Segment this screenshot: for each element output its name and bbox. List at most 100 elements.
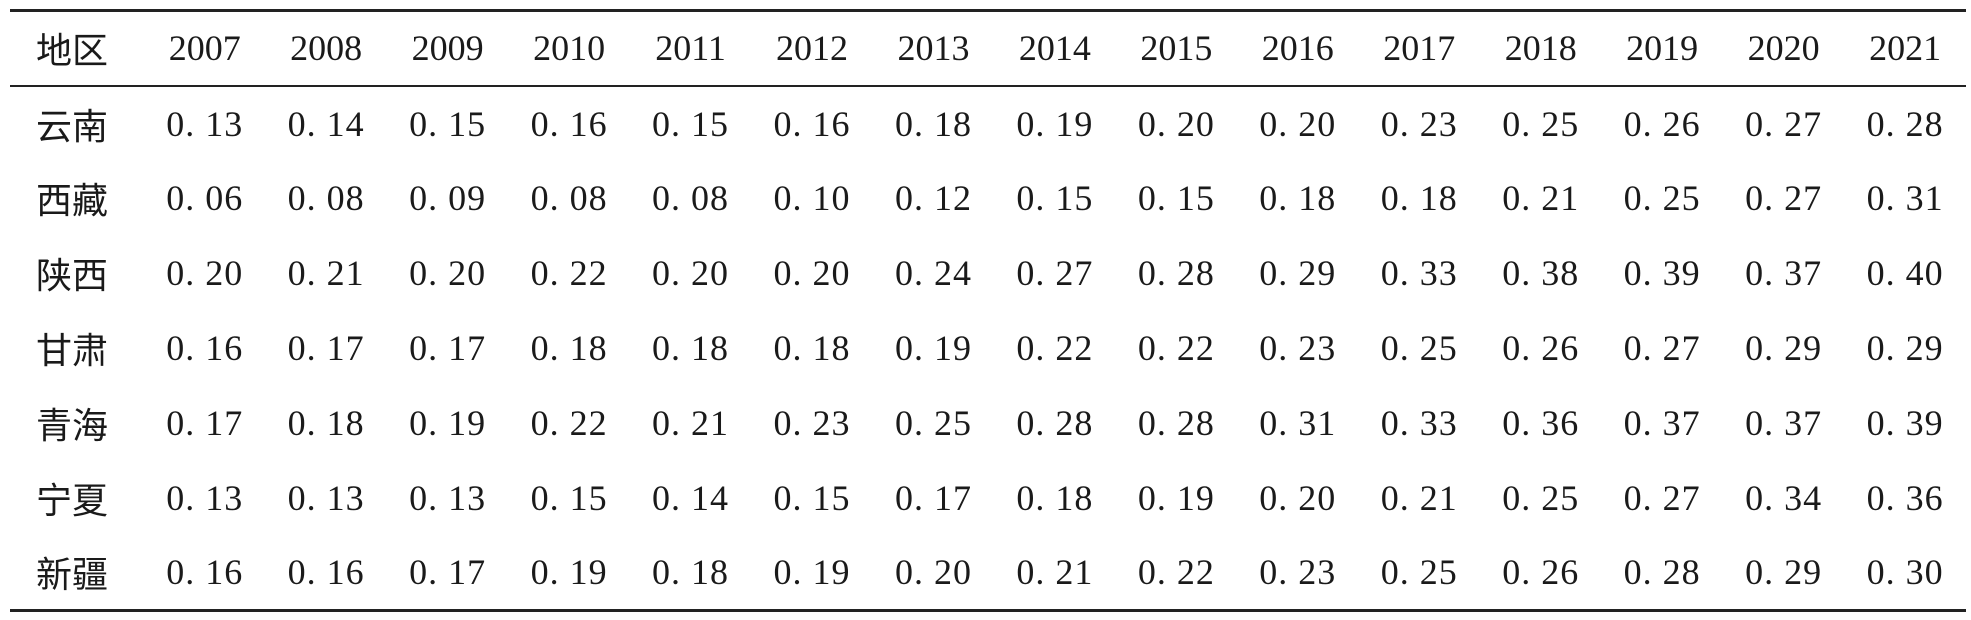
value-cell: 0. 18 bbox=[773, 328, 851, 368]
value-cell: 0. 28 bbox=[1137, 403, 1215, 443]
value-cell: 0. 15 bbox=[652, 103, 730, 144]
region-cell: 宁夏 bbox=[36, 481, 109, 521]
region-cell: 西藏 bbox=[36, 181, 109, 221]
value-cell: 0. 37 bbox=[1745, 253, 1823, 293]
column-header-year: 2019 bbox=[1626, 28, 1699, 69]
table-row: 宁夏 0. 13 0. 13 0. 13 0. 15 0. 14 0. 15 0. 17 0. … bbox=[10, 461, 1966, 536]
column-header-year: 2009 bbox=[411, 28, 484, 69]
value-cell: 0. 25 bbox=[1502, 103, 1580, 144]
value-cell: 0. 14 bbox=[287, 103, 365, 144]
value-cell: 0. 20 bbox=[894, 552, 972, 593]
value-cell: 0. 38 bbox=[1502, 253, 1580, 293]
column-header-year: 2008 bbox=[290, 28, 363, 69]
column-header-year: 2014 bbox=[1018, 28, 1091, 69]
value-cell: 0. 08 bbox=[287, 178, 365, 218]
value-cell: 0. 33 bbox=[1380, 253, 1458, 293]
value-cell: 0. 28 bbox=[1623, 552, 1701, 593]
value-cell: 0. 18 bbox=[1380, 178, 1458, 218]
value-cell: 0. 16 bbox=[166, 552, 244, 593]
value-cell: 0. 23 bbox=[1259, 552, 1337, 593]
value-cell: 0. 15 bbox=[409, 103, 487, 144]
data-table: 地区 2007 2008 2009 2010 2011 2012 2013 2014 2015 20… bbox=[10, 9, 1966, 612]
value-cell: 0. 20 bbox=[773, 253, 851, 293]
value-cell: 0. 21 bbox=[1502, 178, 1580, 218]
value-cell: 0. 13 bbox=[166, 103, 244, 144]
value-cell: 0. 20 bbox=[166, 253, 244, 293]
table-row: 新疆 0. 16 0. 16 0. 17 0. 19 0. 18 0. 19 0. 20 0. … bbox=[10, 536, 1966, 611]
value-cell: 0. 25 bbox=[1502, 478, 1580, 518]
value-cell: 0. 25 bbox=[1380, 552, 1458, 593]
value-cell: 0. 23 bbox=[1259, 328, 1337, 368]
column-header-year: 2016 bbox=[1261, 28, 1334, 69]
value-cell: 0. 26 bbox=[1623, 103, 1701, 144]
column-header-year: 2007 bbox=[168, 28, 241, 69]
value-cell: 0. 18 bbox=[530, 328, 608, 368]
column-header-region: 地区 bbox=[36, 31, 109, 72]
value-cell: 0. 16 bbox=[773, 103, 851, 144]
value-cell: 0. 25 bbox=[1380, 328, 1458, 368]
column-header-year: 2015 bbox=[1140, 28, 1213, 69]
value-cell: 0. 18 bbox=[652, 552, 730, 593]
value-cell: 0. 08 bbox=[530, 178, 608, 218]
value-cell: 0. 21 bbox=[1016, 552, 1094, 593]
table-row: 陕西 0. 20 0. 21 0. 20 0. 22 0. 20 0. 20 0. 24 0. … bbox=[10, 236, 1966, 311]
column-header-year: 2013 bbox=[897, 28, 970, 69]
column-header-year: 2018 bbox=[1504, 28, 1577, 69]
value-cell: 0. 18 bbox=[287, 403, 365, 443]
value-cell: 0. 13 bbox=[409, 478, 487, 518]
value-cell: 0. 26 bbox=[1502, 328, 1580, 368]
value-cell: 0. 27 bbox=[1623, 328, 1701, 368]
value-cell: 0. 31 bbox=[1866, 178, 1944, 218]
value-cell: 0. 27 bbox=[1016, 253, 1094, 293]
value-cell: 0. 06 bbox=[166, 178, 244, 218]
region-cell: 新疆 bbox=[36, 555, 109, 596]
column-header-year: 2011 bbox=[655, 28, 726, 69]
value-cell: 0. 37 bbox=[1623, 403, 1701, 443]
value-cell: 0. 13 bbox=[287, 478, 365, 518]
value-cell: 0. 20 bbox=[1259, 103, 1337, 144]
value-cell: 0. 23 bbox=[1380, 103, 1458, 144]
value-cell: 0. 19 bbox=[530, 552, 608, 593]
value-cell: 0. 22 bbox=[1016, 328, 1094, 368]
value-cell: 0. 20 bbox=[409, 253, 487, 293]
value-cell: 0. 18 bbox=[1016, 478, 1094, 518]
value-cell: 0. 17 bbox=[409, 328, 487, 368]
header-row: 地区 2007 2008 2009 2010 2011 2012 2013 2014 2015 20… bbox=[10, 10, 1966, 86]
value-cell: 0. 36 bbox=[1866, 478, 1944, 518]
value-cell: 0. 21 bbox=[1380, 478, 1458, 518]
value-cell: 0. 18 bbox=[894, 103, 972, 144]
data-table-container: 地区 2007 2008 2009 2010 2011 2012 2013 2014 2015 20… bbox=[10, 9, 1966, 612]
value-cell: 0. 24 bbox=[894, 253, 972, 293]
table-body: 云南 0. 13 0. 14 0. 15 0. 16 0. 15 0. 16 0. 18 0. … bbox=[10, 86, 1966, 611]
value-cell: 0. 19 bbox=[894, 328, 972, 368]
table-row: 云南 0. 13 0. 14 0. 15 0. 16 0. 15 0. 16 0. 18 0. … bbox=[10, 86, 1966, 161]
value-cell: 0. 22 bbox=[530, 403, 608, 443]
region-cell: 云南 bbox=[36, 106, 109, 147]
value-cell: 0. 29 bbox=[1745, 328, 1823, 368]
value-cell: 0. 16 bbox=[166, 328, 244, 368]
value-cell: 0. 30 bbox=[1866, 552, 1944, 593]
value-cell: 0. 23 bbox=[773, 403, 851, 443]
value-cell: 0. 17 bbox=[287, 328, 365, 368]
value-cell: 0. 20 bbox=[1137, 103, 1215, 144]
value-cell: 0. 19 bbox=[773, 552, 851, 593]
column-header-year: 2021 bbox=[1869, 28, 1942, 69]
value-cell: 0. 22 bbox=[1137, 552, 1215, 593]
value-cell: 0. 16 bbox=[287, 552, 365, 593]
column-header-year: 2010 bbox=[533, 28, 606, 69]
value-cell: 0. 25 bbox=[1623, 178, 1701, 218]
value-cell: 0. 18 bbox=[652, 328, 730, 368]
value-cell: 0. 22 bbox=[1137, 328, 1215, 368]
region-cell: 青海 bbox=[36, 406, 109, 446]
table-row: 甘肃 0. 16 0. 17 0. 17 0. 18 0. 18 0. 18 0. 19 0. … bbox=[10, 311, 1966, 386]
value-cell: 0. 39 bbox=[1623, 253, 1701, 293]
value-cell: 0. 15 bbox=[773, 478, 851, 518]
value-cell: 0. 19 bbox=[1137, 478, 1215, 518]
value-cell: 0. 26 bbox=[1502, 552, 1580, 593]
value-cell: 0. 33 bbox=[1380, 403, 1458, 443]
value-cell: 0. 28 bbox=[1137, 253, 1215, 293]
value-cell: 0. 34 bbox=[1745, 478, 1823, 518]
value-cell: 0. 29 bbox=[1259, 253, 1337, 293]
value-cell: 0. 15 bbox=[1137, 178, 1215, 218]
value-cell: 0. 29 bbox=[1745, 552, 1823, 593]
